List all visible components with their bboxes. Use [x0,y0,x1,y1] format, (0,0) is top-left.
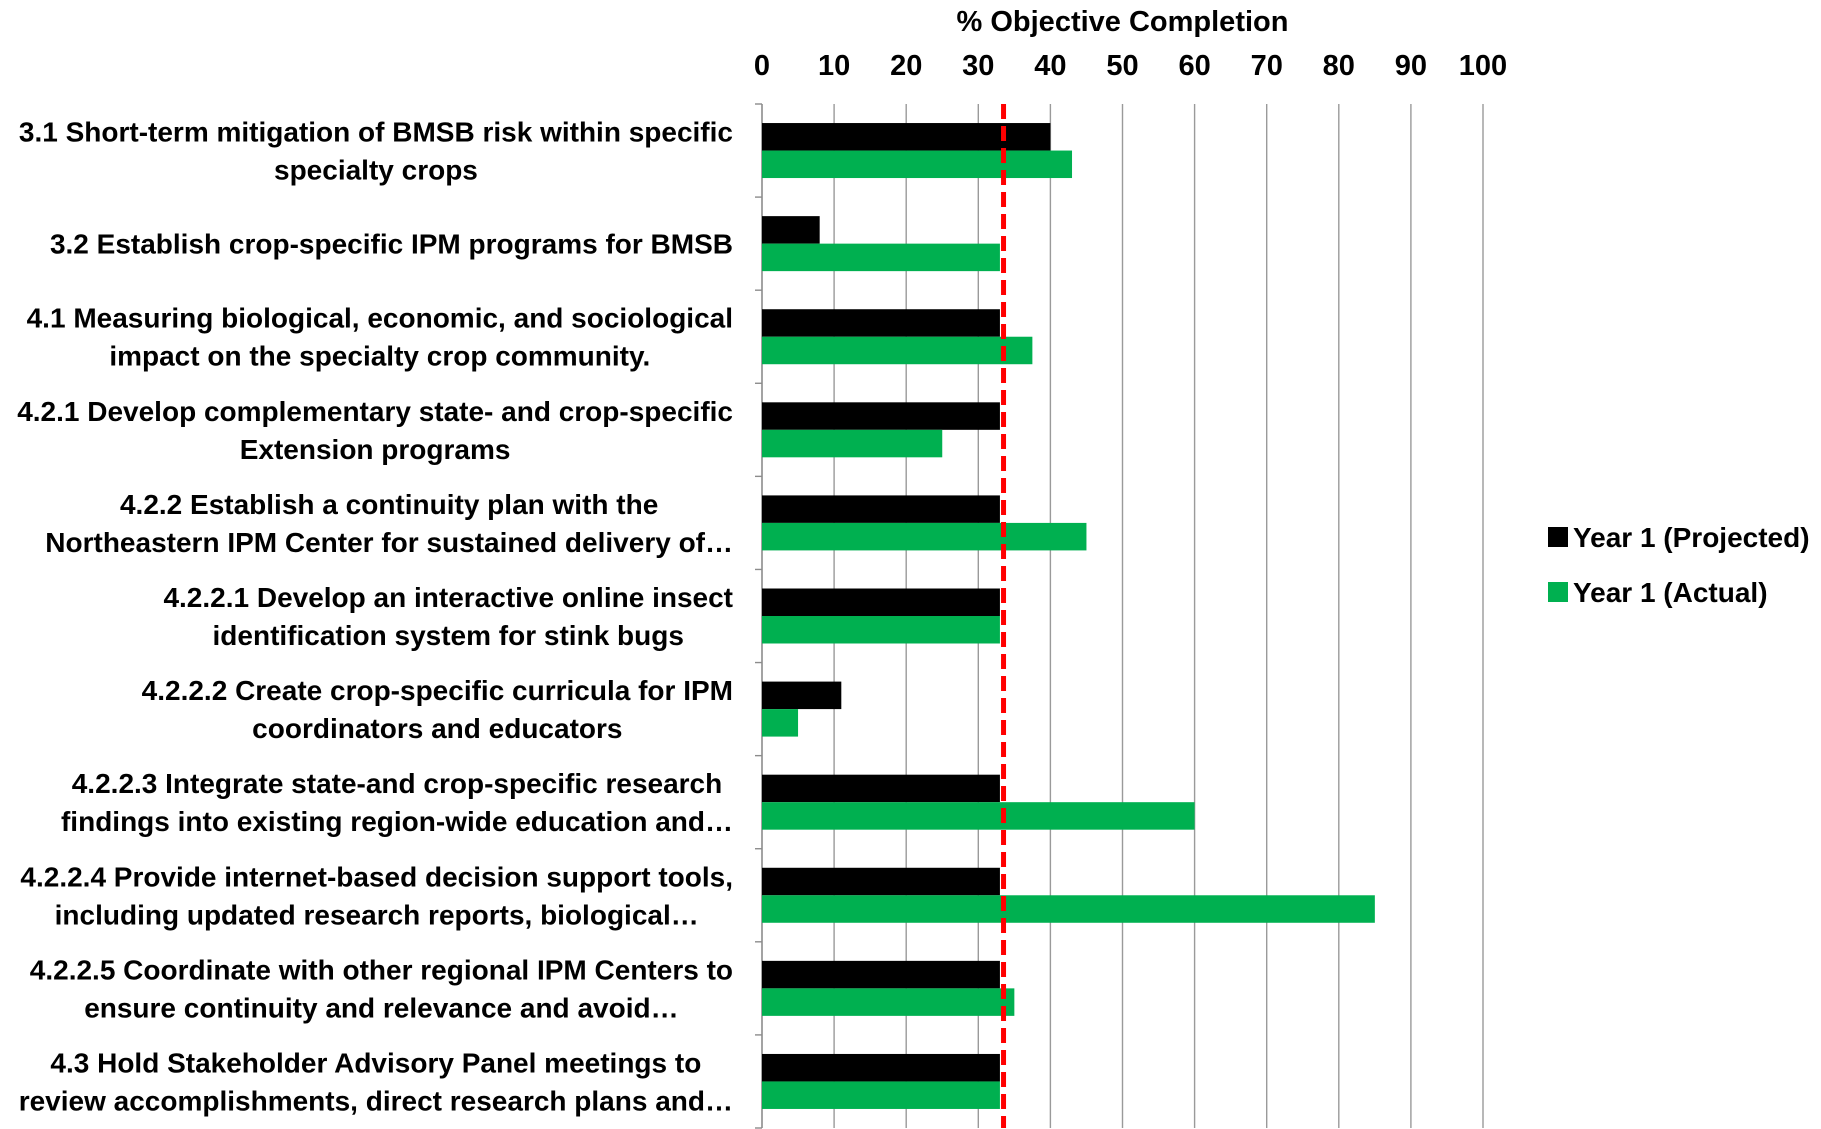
x-tick-label: 70 [1251,50,1283,82]
category-label: findings into existing region-wide educa… [61,806,733,837]
bar-projected [762,774,1000,803]
bar-projected [762,495,1000,523]
category-label: 4.2.2.3 Integrate state-and crop-specifi… [72,768,723,799]
category-label: 4.2.2.4 Provide internet-based decision … [20,861,733,892]
category-label: 3.2 Establish crop-specific IPM programs… [50,229,733,260]
x-tick-labels: 0 10 20 30 40 50 60 70 80 90 100 [754,50,1507,82]
legend-label: Year 1 (Actual) [1573,577,1768,608]
category-labels: 3.1 Short-term mitigation of BMSB risk w… [17,117,733,1117]
bar-actual [762,802,1195,830]
x-tick-label: 80 [1323,50,1355,82]
bar-actual [762,243,1000,272]
category-label: Extension programs [240,434,511,465]
category-label: ensure continuity and relevance and avoi… [84,992,678,1023]
bar-actual [762,150,1073,179]
category-label: coordinators and educators [252,713,622,744]
bar-projected [762,588,1000,616]
bar-projected [762,960,1000,989]
category-label: including updated research reports, biol… [55,899,699,930]
bar-actual [762,709,799,737]
category-label: identification system for stink bugs [213,620,684,651]
x-tick-label: 40 [1034,50,1066,82]
bar-actual [762,336,1033,365]
bar-projected [762,867,1000,896]
category-label: impact on the specialty crop community. [109,341,650,372]
legend-swatch [1548,582,1568,602]
x-tick-label: 20 [890,50,922,82]
x-tick-label: 10 [818,50,850,82]
category-label: 4.2.1 Develop complementary state- and c… [17,396,733,427]
x-tick-label: 60 [1178,50,1210,82]
category-label: review accomplishments, direct research … [19,1085,733,1116]
legend-label: Year 1 (Projected) [1573,522,1810,553]
bars [762,123,1375,1109]
bar-actual [762,895,1375,923]
category-label: Northeastern IPM Center for sustained de… [45,527,733,558]
legend: Year 1 (Projected) Year 1 (Actual) [1548,522,1810,608]
bar-projected [762,309,1000,337]
bar-projected [762,402,1000,430]
category-label: 4.3 Hold Stakeholder Advisory Panel meet… [50,1047,701,1078]
bar-actual [762,616,1000,644]
x-tick-label: 100 [1459,50,1507,82]
category-label: 3.1 Short-term mitigation of BMSB risk w… [19,117,733,148]
x-tick-label: 50 [1106,50,1138,82]
category-label: 4.2.2.2 Create crop-specific curricula f… [142,675,733,706]
category-label: specialty crops [274,155,478,186]
bar-projected [762,123,1051,151]
grid-layer [755,103,1484,1129]
bar-actual [762,522,1087,551]
bar-actual [762,429,943,458]
bar-projected [762,216,820,244]
category-label: 4.2.2.1 Develop an interactive online in… [163,582,733,613]
x-tick-label: 0 [754,50,770,82]
category-label: 4.2.2 Establish a continuity plan with t… [120,489,658,520]
x-axis-title: % Objective Completion [957,6,1289,38]
bar-projected [762,681,842,710]
category-label: 4.2.2.5 Coordinate with other regional I… [30,954,733,985]
bar-projected [762,1053,1000,1082]
bar-actual [762,1081,1000,1109]
x-tick-label: 30 [962,50,994,82]
category-label: 4.1 Measuring biological, economic, and … [27,303,733,334]
legend-swatch [1548,527,1568,547]
bar-actual [762,988,1015,1016]
x-tick-label: 90 [1395,50,1427,82]
